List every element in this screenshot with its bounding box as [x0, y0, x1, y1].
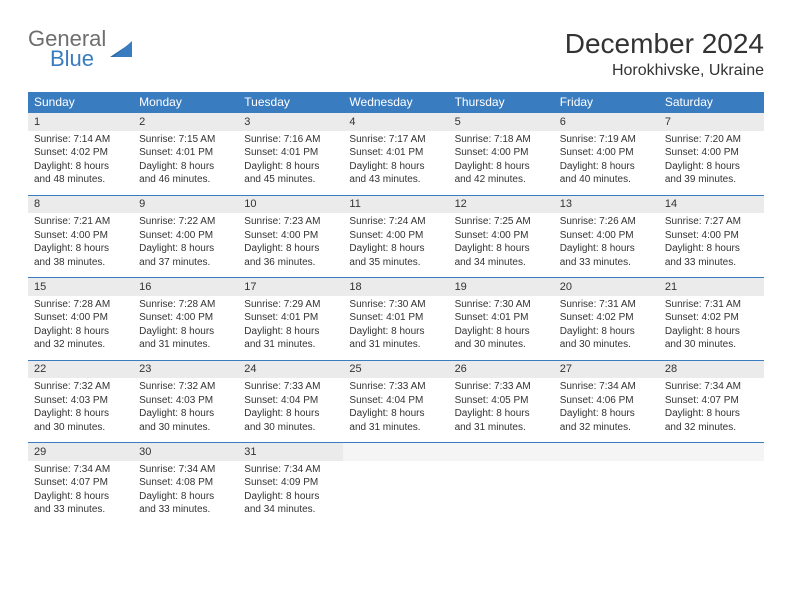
day-number: 27 [554, 360, 659, 378]
day-detail: Sunrise: 7:32 AMSunset: 4:03 PMDaylight:… [133, 378, 238, 443]
day-number-row: 22232425262728 [28, 360, 764, 378]
day-detail-row: Sunrise: 7:14 AMSunset: 4:02 PMDaylight:… [28, 131, 764, 196]
day-number: 7 [659, 113, 764, 131]
day-detail: Sunrise: 7:22 AMSunset: 4:00 PMDaylight:… [133, 213, 238, 278]
day-number: 10 [238, 195, 343, 213]
day-number: 24 [238, 360, 343, 378]
day-number: 29 [28, 443, 133, 461]
day-detail-row: Sunrise: 7:32 AMSunset: 4:03 PMDaylight:… [28, 378, 764, 443]
day-header: Thursday [449, 92, 554, 113]
day-number: 22 [28, 360, 133, 378]
day-detail [449, 461, 554, 525]
day-number: 5 [449, 113, 554, 131]
day-number-row: 293031 [28, 443, 764, 461]
day-detail: Sunrise: 7:34 AMSunset: 4:09 PMDaylight:… [238, 461, 343, 525]
logo-text-block: General Blue [28, 28, 106, 72]
day-number: 6 [554, 113, 659, 131]
day-number: 16 [133, 278, 238, 296]
day-detail: Sunrise: 7:30 AMSunset: 4:01 PMDaylight:… [449, 296, 554, 361]
logo-triangle-icon [110, 41, 132, 59]
day-detail: Sunrise: 7:14 AMSunset: 4:02 PMDaylight:… [28, 131, 133, 196]
day-number-row: 891011121314 [28, 195, 764, 213]
day-detail: Sunrise: 7:28 AMSunset: 4:00 PMDaylight:… [28, 296, 133, 361]
month-title: December 2024 [565, 28, 764, 60]
day-number: 28 [659, 360, 764, 378]
day-header: Monday [133, 92, 238, 113]
day-detail: Sunrise: 7:15 AMSunset: 4:01 PMDaylight:… [133, 131, 238, 196]
day-number [449, 443, 554, 461]
day-detail: Sunrise: 7:26 AMSunset: 4:00 PMDaylight:… [554, 213, 659, 278]
day-detail: Sunrise: 7:33 AMSunset: 4:04 PMDaylight:… [343, 378, 448, 443]
day-detail-row: Sunrise: 7:21 AMSunset: 4:00 PMDaylight:… [28, 213, 764, 278]
day-header: Wednesday [343, 92, 448, 113]
day-number-row: 15161718192021 [28, 278, 764, 296]
day-number [659, 443, 764, 461]
day-detail: Sunrise: 7:31 AMSunset: 4:02 PMDaylight:… [554, 296, 659, 361]
day-detail: Sunrise: 7:18 AMSunset: 4:00 PMDaylight:… [449, 131, 554, 196]
day-detail: Sunrise: 7:30 AMSunset: 4:01 PMDaylight:… [343, 296, 448, 361]
day-number: 18 [343, 278, 448, 296]
day-detail-row: Sunrise: 7:28 AMSunset: 4:00 PMDaylight:… [28, 296, 764, 361]
day-number: 31 [238, 443, 343, 461]
day-detail: Sunrise: 7:16 AMSunset: 4:01 PMDaylight:… [238, 131, 343, 196]
day-number: 1 [28, 113, 133, 131]
day-detail: Sunrise: 7:29 AMSunset: 4:01 PMDaylight:… [238, 296, 343, 361]
calendar-body: 1234567Sunrise: 7:14 AMSunset: 4:02 PMDa… [28, 113, 764, 525]
day-detail: Sunrise: 7:33 AMSunset: 4:04 PMDaylight:… [238, 378, 343, 443]
day-detail [343, 461, 448, 525]
day-number: 19 [449, 278, 554, 296]
day-detail: Sunrise: 7:23 AMSunset: 4:00 PMDaylight:… [238, 213, 343, 278]
day-detail: Sunrise: 7:34 AMSunset: 4:06 PMDaylight:… [554, 378, 659, 443]
day-number [343, 443, 448, 461]
day-number-row: 1234567 [28, 113, 764, 131]
day-detail [554, 461, 659, 525]
day-detail-row: Sunrise: 7:34 AMSunset: 4:07 PMDaylight:… [28, 461, 764, 525]
day-detail: Sunrise: 7:25 AMSunset: 4:00 PMDaylight:… [449, 213, 554, 278]
day-number: 14 [659, 195, 764, 213]
calendar-table: SundayMondayTuesdayWednesdayThursdayFrid… [28, 92, 764, 525]
day-number: 21 [659, 278, 764, 296]
day-header: Sunday [28, 92, 133, 113]
day-detail: Sunrise: 7:34 AMSunset: 4:07 PMDaylight:… [659, 378, 764, 443]
day-detail: Sunrise: 7:17 AMSunset: 4:01 PMDaylight:… [343, 131, 448, 196]
day-detail: Sunrise: 7:34 AMSunset: 4:07 PMDaylight:… [28, 461, 133, 525]
day-number: 2 [133, 113, 238, 131]
day-detail: Sunrise: 7:32 AMSunset: 4:03 PMDaylight:… [28, 378, 133, 443]
day-detail: Sunrise: 7:33 AMSunset: 4:05 PMDaylight:… [449, 378, 554, 443]
day-number: 23 [133, 360, 238, 378]
calendar-page: General Blue December 2024 Horokhivske, … [0, 0, 792, 525]
day-detail: Sunrise: 7:34 AMSunset: 4:08 PMDaylight:… [133, 461, 238, 525]
day-number: 3 [238, 113, 343, 131]
day-header: Tuesday [238, 92, 343, 113]
day-number: 13 [554, 195, 659, 213]
location: Horokhivske, Ukraine [565, 62, 764, 80]
day-detail: Sunrise: 7:24 AMSunset: 4:00 PMDaylight:… [343, 213, 448, 278]
day-number: 9 [133, 195, 238, 213]
day-number: 17 [238, 278, 343, 296]
day-detail: Sunrise: 7:27 AMSunset: 4:00 PMDaylight:… [659, 213, 764, 278]
title-block: December 2024 Horokhivske, Ukraine [565, 28, 764, 80]
day-number: 26 [449, 360, 554, 378]
day-number: 12 [449, 195, 554, 213]
day-header: Friday [554, 92, 659, 113]
day-number: 8 [28, 195, 133, 213]
day-of-week-row: SundayMondayTuesdayWednesdayThursdayFrid… [28, 92, 764, 113]
day-detail: Sunrise: 7:20 AMSunset: 4:00 PMDaylight:… [659, 131, 764, 196]
day-number: 30 [133, 443, 238, 461]
day-number: 11 [343, 195, 448, 213]
day-number: 25 [343, 360, 448, 378]
day-detail: Sunrise: 7:31 AMSunset: 4:02 PMDaylight:… [659, 296, 764, 361]
day-number [554, 443, 659, 461]
day-detail: Sunrise: 7:21 AMSunset: 4:00 PMDaylight:… [28, 213, 133, 278]
day-detail: Sunrise: 7:19 AMSunset: 4:00 PMDaylight:… [554, 131, 659, 196]
logo: General Blue [28, 28, 132, 72]
day-number: 15 [28, 278, 133, 296]
day-number: 4 [343, 113, 448, 131]
day-detail: Sunrise: 7:28 AMSunset: 4:00 PMDaylight:… [133, 296, 238, 361]
day-number: 20 [554, 278, 659, 296]
day-detail [659, 461, 764, 525]
header: General Blue December 2024 Horokhivske, … [28, 28, 764, 80]
day-header: Saturday [659, 92, 764, 113]
